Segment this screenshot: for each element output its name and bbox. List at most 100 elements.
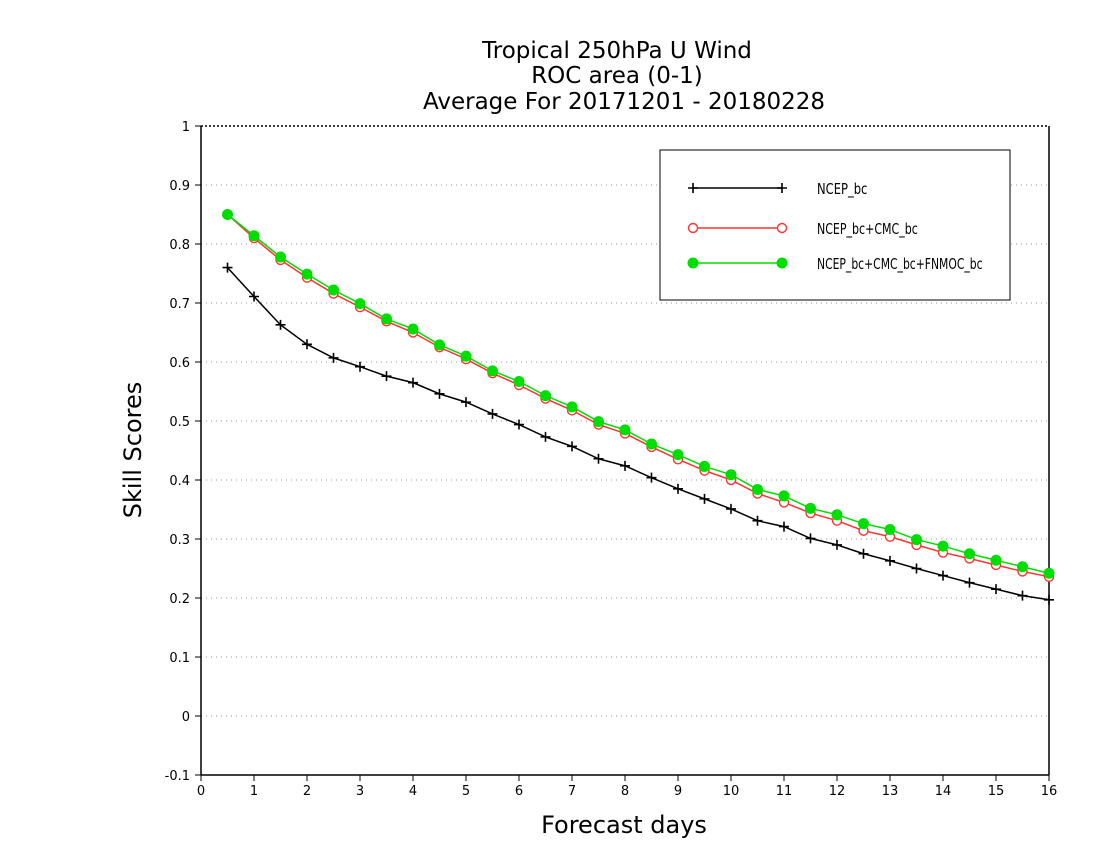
series-layer bbox=[222, 209, 1055, 605]
series-0-point-17 bbox=[673, 483, 683, 494]
legend-label-2: NCEP_bc+CMC_bc+FNMOC_bc bbox=[817, 255, 983, 274]
series-0-point-8 bbox=[434, 388, 445, 399]
series-0-point-6 bbox=[381, 371, 392, 382]
series-0-point-21 bbox=[779, 521, 789, 532]
y-tick-label-1: 0 bbox=[182, 710, 190, 725]
series-2-point-18 bbox=[699, 460, 710, 472]
y-tick-label-10: 0.9 bbox=[169, 179, 190, 194]
legend-marker-start-2 bbox=[687, 257, 699, 269]
series-2-point-4 bbox=[328, 284, 339, 296]
series-2-point-20 bbox=[752, 483, 763, 495]
series-2-point-15 bbox=[619, 424, 631, 436]
series-2-point-12 bbox=[540, 390, 551, 402]
series-2 bbox=[222, 209, 1055, 579]
x-tick-label-7: 7 bbox=[568, 784, 576, 799]
y-tick-label-5: 0.4 bbox=[169, 474, 190, 489]
series-2-point-2 bbox=[275, 251, 286, 263]
series-0-point-13 bbox=[567, 441, 577, 452]
series-0-point-2 bbox=[275, 319, 286, 330]
x-tick-label-10: 10 bbox=[723, 784, 740, 799]
legend-marker-start-1 bbox=[687, 222, 699, 234]
series-2-point-28 bbox=[964, 548, 975, 560]
y-tick-label-0: -0.1 bbox=[165, 769, 190, 784]
series-2-point-30 bbox=[1017, 561, 1028, 573]
x-tick-label-5: 5 bbox=[462, 784, 470, 799]
series-2-point-5 bbox=[354, 298, 366, 310]
series-2-point-23 bbox=[831, 509, 843, 521]
legend-marker-end-2 bbox=[776, 257, 788, 269]
series-0-point-1 bbox=[249, 291, 259, 302]
series-0-point-11 bbox=[514, 419, 524, 430]
series-0-line bbox=[226, 267, 1050, 601]
series-0-point-23 bbox=[832, 539, 842, 550]
y-axis-ticks: -0.1 0 0.1 0.2 0.3 0.4 0.5 0.6 0.7 0.8 0.9 1 bbox=[165, 120, 201, 784]
series-0-point-9 bbox=[461, 397, 471, 408]
y-tick-label-9: 0.8 bbox=[169, 238, 190, 253]
series-2-point-10 bbox=[487, 365, 498, 377]
legend-label-1: NCEP_bc+CMC_bc bbox=[817, 220, 918, 239]
series-0-point-31 bbox=[1044, 594, 1054, 605]
series-2-point-22 bbox=[805, 502, 816, 514]
series-0-point-0 bbox=[222, 262, 233, 273]
series-2-point-11 bbox=[513, 375, 525, 387]
series-2-point-17 bbox=[672, 449, 684, 461]
y-tick-label-6: 0.5 bbox=[169, 415, 190, 430]
x-tick-label-1: 1 bbox=[250, 784, 258, 799]
series-2-point-13 bbox=[566, 401, 578, 413]
x-tick-label-4: 4 bbox=[409, 784, 417, 799]
chart-title-line-2: ROC area (0-1) bbox=[531, 63, 703, 89]
series-0 bbox=[222, 262, 1054, 605]
x-tick-label-16: 16 bbox=[1041, 784, 1058, 799]
x-tick-label-9: 9 bbox=[674, 784, 682, 799]
series-0-point-28 bbox=[964, 577, 975, 588]
series-2-point-1 bbox=[248, 230, 260, 242]
series-0-point-20 bbox=[752, 515, 763, 526]
y-tick-label-2: 0.1 bbox=[169, 651, 190, 666]
legend-marker-end-0 bbox=[777, 183, 787, 193]
series-0-point-24 bbox=[858, 548, 869, 559]
series-0-point-18 bbox=[699, 493, 710, 504]
y-tick-label-8: 0.7 bbox=[169, 297, 190, 312]
series-0-point-12 bbox=[540, 431, 551, 442]
series-0-point-29 bbox=[991, 584, 1001, 595]
series-2-point-31 bbox=[1043, 567, 1055, 579]
series-0-point-4 bbox=[328, 352, 339, 363]
x-tick-label-13: 13 bbox=[882, 784, 899, 799]
series-2-point-24 bbox=[858, 518, 869, 530]
legend: NCEP_bc NCEP_bc+CMC_bc NCEP_bc+CMC_bc+FNMO… bbox=[659, 149, 1011, 301]
series-0-point-15 bbox=[620, 460, 630, 471]
legend-label-0: NCEP_bc bbox=[817, 180, 867, 199]
series-2-point-26 bbox=[911, 534, 922, 546]
x-tick-label-8: 8 bbox=[621, 784, 629, 799]
legend-marker-start-0 bbox=[688, 183, 698, 193]
x-tick-label-0: 0 bbox=[197, 784, 205, 799]
series-0-point-27 bbox=[938, 570, 948, 581]
y-tick-label-4: 0.3 bbox=[169, 533, 190, 548]
x-tick-label-15: 15 bbox=[988, 784, 1005, 799]
y-tick-label-11: 1 bbox=[182, 120, 190, 135]
series-0-point-3 bbox=[302, 339, 312, 350]
series-2-point-8 bbox=[434, 339, 445, 351]
x-axis-ticks: 0 1 2 3 4 5 6 7 8 9 10 11 12 13 14 15 16 bbox=[197, 775, 1057, 799]
series-0-point-5 bbox=[355, 361, 365, 372]
x-tick-label-14: 14 bbox=[935, 784, 952, 799]
y-tick-label-7: 0.6 bbox=[169, 356, 190, 371]
x-tick-label-12: 12 bbox=[829, 784, 846, 799]
series-2-point-19 bbox=[725, 469, 737, 481]
x-tick-label-2: 2 bbox=[303, 784, 311, 799]
series-2-point-27 bbox=[937, 540, 949, 552]
series-0-point-30 bbox=[1017, 590, 1028, 601]
chart-title-line-3: Average For 20171201 - 20180228 bbox=[423, 89, 825, 115]
series-0-point-22 bbox=[805, 533, 816, 544]
series-2-point-14 bbox=[593, 416, 604, 428]
x-tick-label-3: 3 bbox=[356, 784, 364, 799]
legend-box bbox=[659, 149, 1011, 301]
series-2-point-0 bbox=[222, 209, 233, 220]
series-2-point-21 bbox=[778, 490, 790, 502]
series-0-point-14 bbox=[593, 453, 604, 464]
series-0-point-10 bbox=[487, 408, 498, 419]
series-2-point-29 bbox=[990, 554, 1002, 566]
y-tick-label-3: 0.2 bbox=[169, 592, 190, 607]
legend-marker-end-1 bbox=[776, 222, 788, 234]
